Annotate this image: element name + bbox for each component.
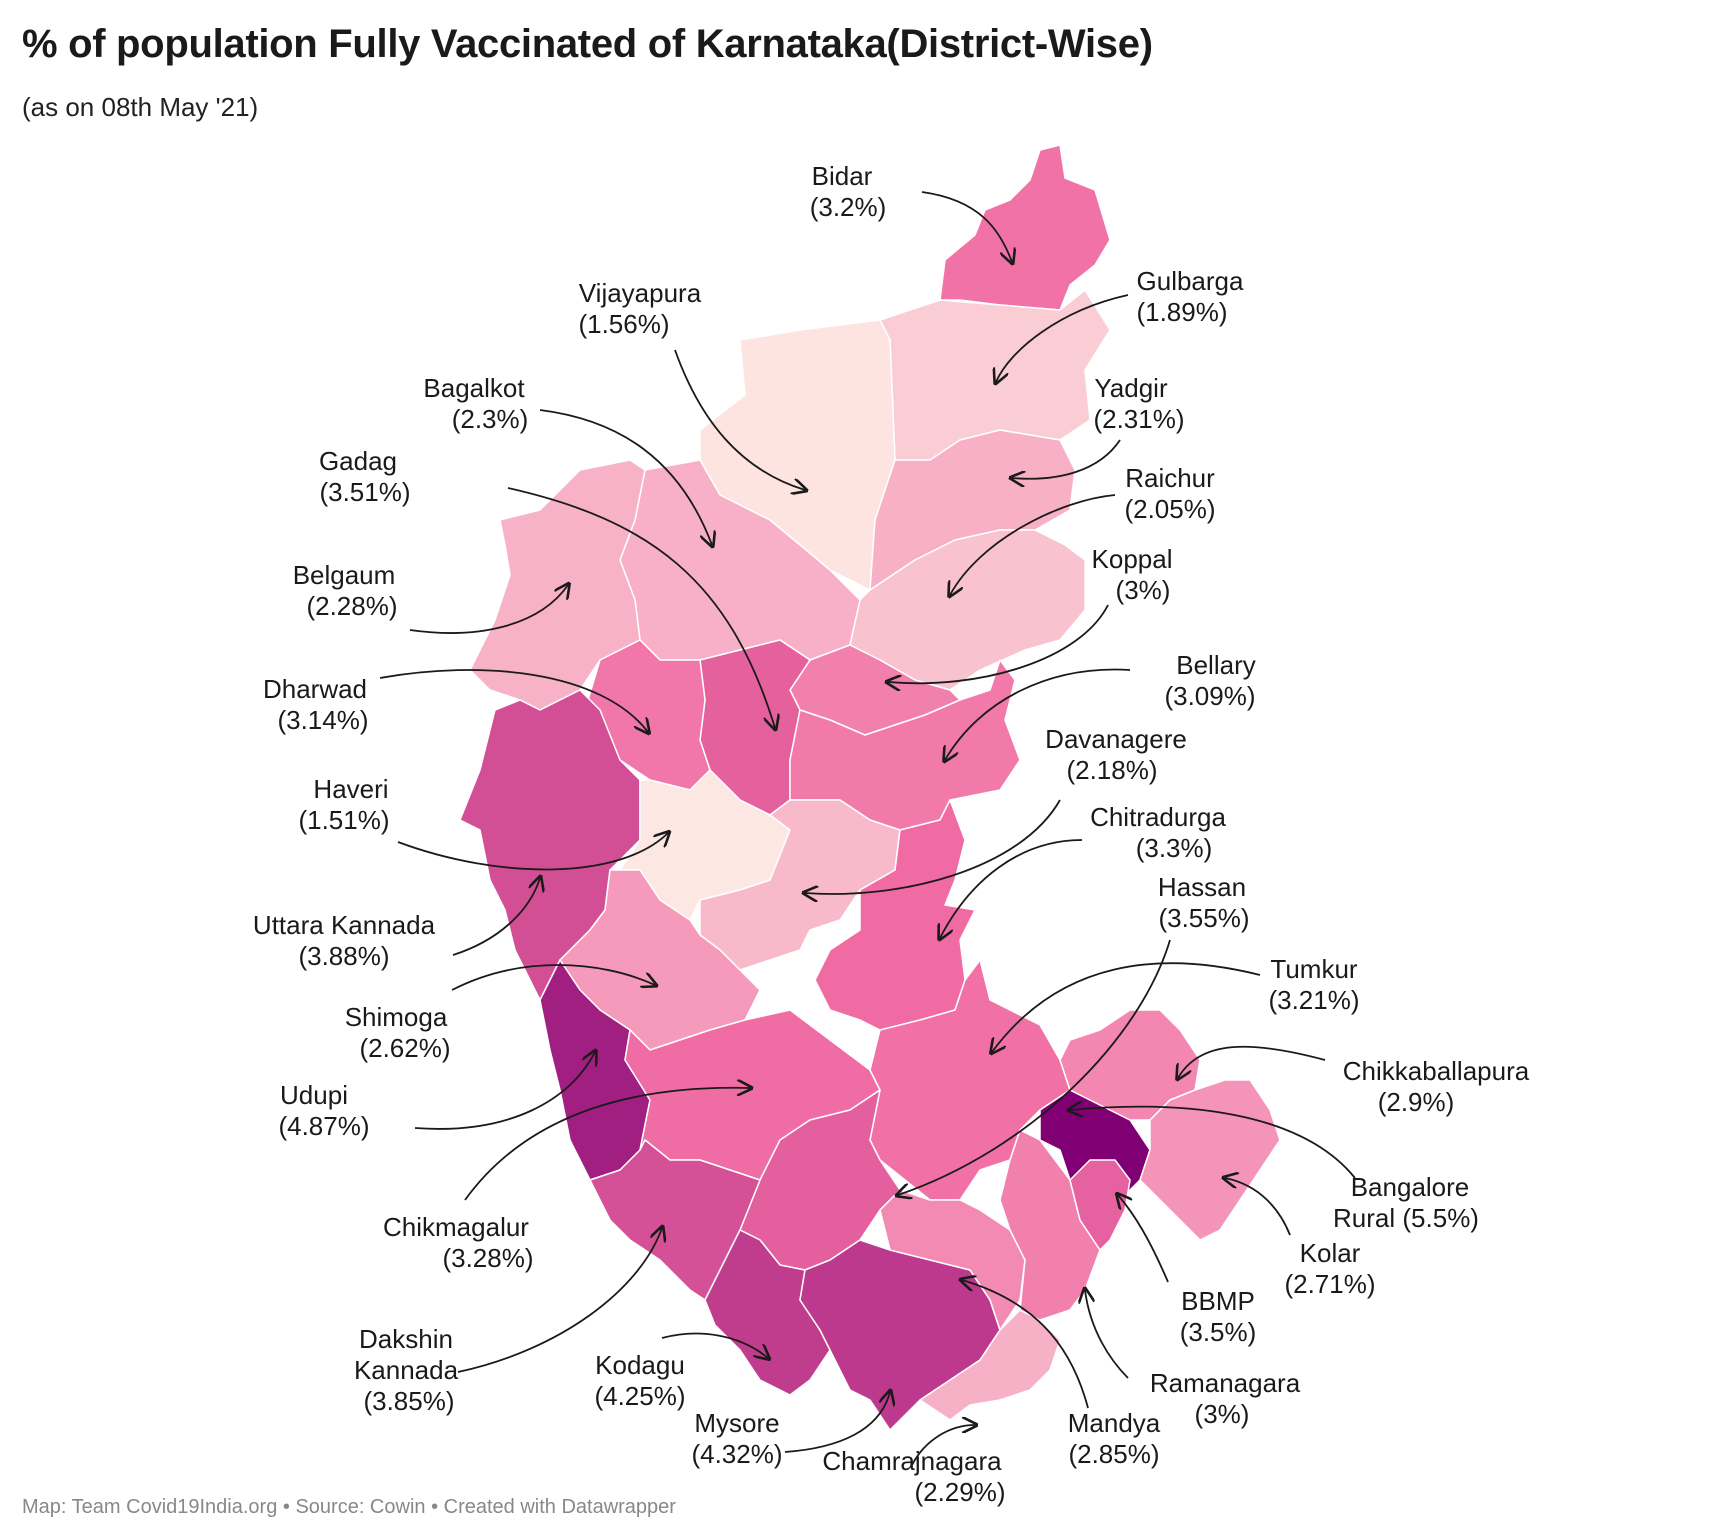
arrow-gulbarga: [996, 294, 1129, 382]
label-uttara-kannada: Uttara Kannada (3.88%): [253, 910, 436, 971]
label-chamrajnagara: Chamrajnagara (2.29%): [822, 1446, 1005, 1507]
arrow-gadag: [507, 487, 775, 728]
arrow-mysore: [784, 1392, 890, 1453]
label-kodagu: Kodagu (4.25%): [594, 1350, 685, 1411]
arrow-davanagere: [805, 799, 1061, 894]
district-bidar[interactable]: [939, 144, 1111, 311]
label-dakshin-kannada: Dakshin Kannada (3.85%): [354, 1324, 459, 1416]
label-chikmagalur: Chikmagalur (3.28%): [383, 1212, 534, 1273]
label-bagalkot: Bagalkot (2.3%): [423, 373, 528, 434]
label-chitradurga: Chitradurga (3.3%): [1090, 802, 1226, 863]
district-vijayapura[interactable]: [699, 319, 896, 591]
arrow-ramanagara: [1085, 1290, 1129, 1379]
source-footer: Map: Team Covid19India.org • Source: Cow…: [22, 1496, 676, 1518]
arrow-shimoga: [451, 964, 655, 991]
arrow-chikmagalur: [464, 1088, 750, 1201]
arrow-bbmp: [1118, 1195, 1169, 1283]
label-koppal: Koppal (3%): [1092, 544, 1173, 605]
arrow-vijayapura: [674, 349, 805, 490]
label-vijayapura: Vijayapura (1.56%): [578, 278, 701, 339]
label-mandya: Mandya (2.85%): [1068, 1408, 1161, 1469]
arrow-bagalkot: [539, 409, 712, 545]
arrow-chikkaballapura: [1178, 1045, 1326, 1078]
district-davanagere[interactable]: [699, 799, 901, 971]
label-tumkur: Tumkur (3.21%): [1268, 954, 1359, 1015]
label-udupi: Udupi (4.87%): [278, 1080, 369, 1141]
district-dakshin-kannada[interactable]: [589, 1139, 761, 1301]
arrow-dakshin-kannada: [457, 1228, 662, 1373]
arrow-kolar: [1225, 1178, 1291, 1236]
label-hassan: Hassan (3.55%): [1158, 872, 1250, 933]
chart-title: % of population Fully Vaccinated of Karn…: [22, 22, 1153, 66]
label-gadag: Gadag (3.51%): [319, 446, 411, 507]
label-bellary: Bellary (3.09%): [1164, 650, 1255, 711]
arrow-bidar: [921, 191, 1012, 262]
arrow-mandya: [962, 1280, 1089, 1409]
label-davanagere: Davanagere (2.18%): [1045, 724, 1187, 785]
label-bidar: Bidar (3.2%): [810, 161, 887, 222]
label-belgaum: Belgaum (2.28%): [293, 560, 398, 621]
arrow-chitradurga: [940, 839, 1083, 938]
label-bbmp: BBMP (3.5%): [1180, 1286, 1257, 1347]
label-yadgir: Yadgir (2.31%): [1093, 373, 1184, 434]
arrow-haveri: [397, 833, 668, 871]
label-chikkaballapura: Chikkaballapura (2.9%): [1343, 1056, 1530, 1117]
arrow-tumkur: [992, 962, 1261, 1052]
label-bangalore-rural: Bangalore Rural (5.5%): [1333, 1172, 1479, 1233]
arrow-raichur: [950, 494, 1116, 595]
arrow-hassan: [898, 939, 1171, 1195]
arrow-uttara-kannada: [452, 878, 540, 956]
arrow-kodagu: [661, 1332, 768, 1358]
arrow-bellary: [945, 668, 1131, 760]
arrow-chamrajnagara: [911, 1425, 975, 1466]
arrow-koppal: [888, 604, 1109, 683]
label-kolar: Kolar (2.71%): [1284, 1238, 1375, 1299]
label-haveri: Haveri (1.51%): [298, 774, 389, 835]
arrow-udupi: [414, 1052, 595, 1130]
label-mysore: Mysore (4.32%): [691, 1408, 782, 1469]
arrow-dharwad: [379, 669, 648, 732]
label-gulbarga: Gulbarga (1.89%): [1136, 266, 1244, 327]
label-raichur: Raichur (2.05%): [1124, 463, 1215, 524]
arrow-yadgir: [1012, 439, 1121, 479]
district-chamrajnagara[interactable]: [919, 1309, 1061, 1421]
chart-subtitle: (as on 08th May '21): [22, 92, 259, 122]
label-ramanagara: Ramanagara (3%): [1150, 1368, 1301, 1429]
label-dharwad: Dharwad (3.14%): [263, 674, 369, 735]
arrow-bangalore-rural: [1070, 1107, 1356, 1179]
arrow-belgaum: [409, 585, 568, 634]
district-kolar[interactable]: [1139, 1079, 1281, 1241]
label-shimoga: Shimoga (2.62%): [345, 1002, 451, 1063]
